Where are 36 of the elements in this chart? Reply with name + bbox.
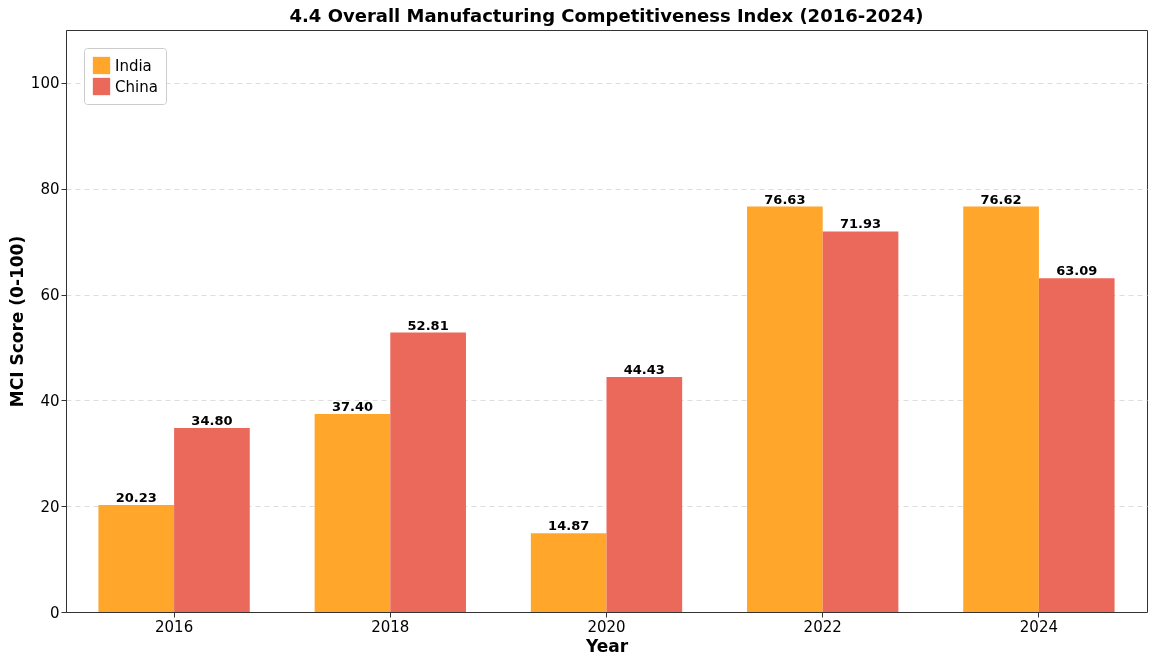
x-tick-label: 2024 (1019, 617, 1058, 636)
data-label: 71.93 (839, 216, 882, 232)
bar (822, 231, 899, 612)
legend-label: India (115, 56, 152, 75)
data-label: 76.62 (980, 191, 1022, 207)
data-label: 34.80 (191, 412, 233, 428)
y-tick-label: 20 (40, 497, 60, 516)
bar (1038, 278, 1115, 612)
data-label: 20.23 (115, 489, 157, 505)
data-label: 44.43 (623, 361, 665, 377)
data-label: 37.40 (331, 399, 374, 415)
x-tick-label: 2016 (155, 617, 194, 636)
x-tick-label: 2022 (803, 617, 842, 636)
x-axis-title: Year (584, 635, 629, 656)
bar (174, 427, 250, 612)
x-tick-label: 2018 (371, 617, 410, 636)
chart-title: 4.4 Overall Manufacturing Competitiveness Index (2016-2024) (289, 5, 924, 26)
legend-label: China (115, 77, 158, 96)
bar (98, 504, 175, 612)
data-label: 14.87 (548, 518, 590, 534)
bar (963, 206, 1039, 612)
y-tick-label: 100 (30, 74, 60, 93)
data-label: 76.63 (764, 191, 806, 207)
y-tick-label: 40 (40, 391, 60, 410)
bar (530, 533, 607, 612)
y-tick-label: 0 (49, 603, 60, 622)
y-tick-label: 60 (40, 286, 60, 305)
bar (314, 414, 391, 612)
bar (747, 206, 823, 612)
x-tick-label: 2020 (587, 617, 626, 636)
y-axis-title: MCI Score (0-100) (6, 235, 27, 408)
data-label: 52.81 (407, 317, 449, 333)
bar (390, 332, 466, 612)
bar (606, 376, 683, 612)
y-tick-label: 80 (40, 180, 60, 199)
data-label: 63.09 (1056, 263, 1098, 279)
